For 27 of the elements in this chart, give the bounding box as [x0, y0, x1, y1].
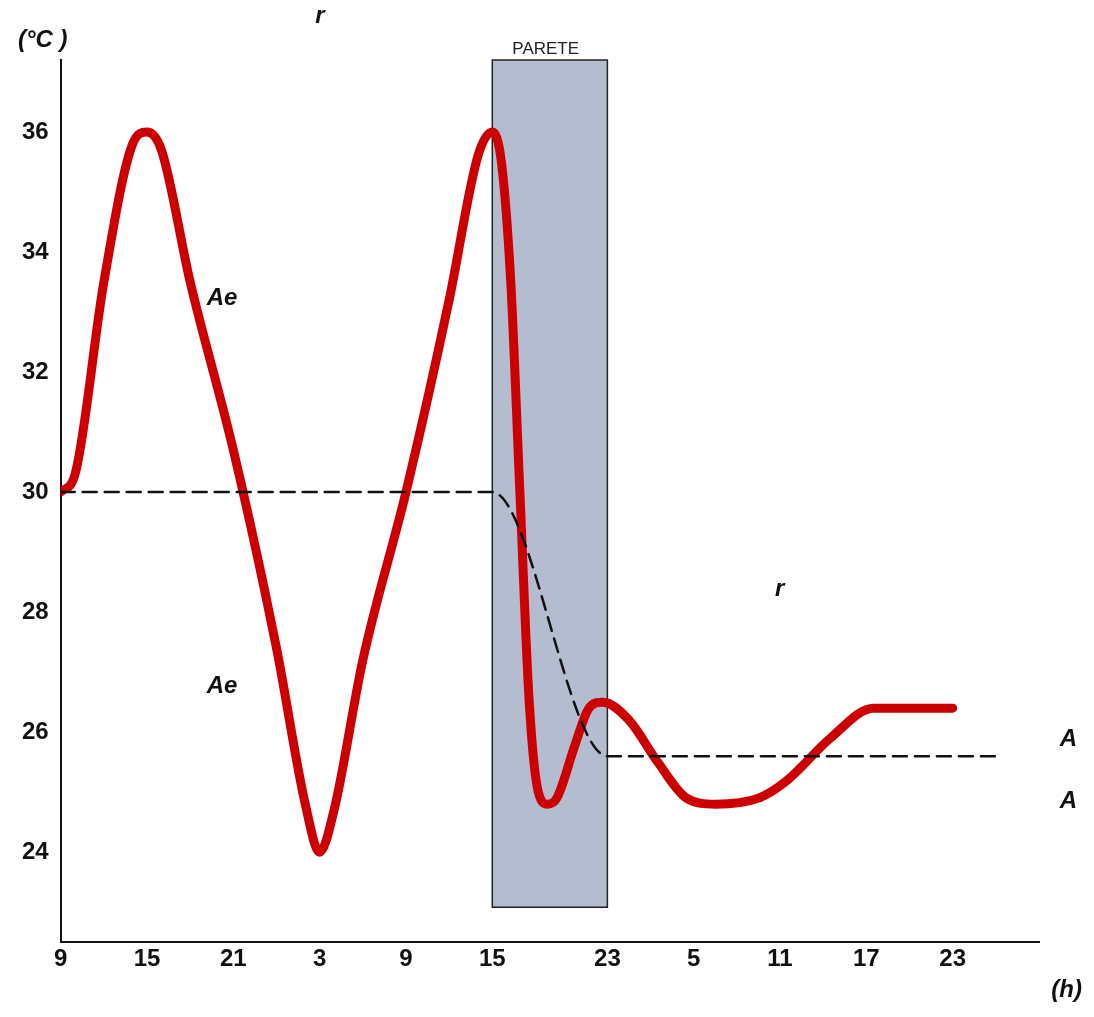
y-tick-label: 32 — [21, 356, 49, 384]
annotation: r — [775, 573, 787, 601]
y-axis-title: (°C ) — [18, 24, 68, 52]
text: r — [315, 0, 327, 28]
x-tick-label: 17 — [853, 944, 880, 972]
x-tick-label: 5 — [687, 944, 701, 972]
band-label: PARETE — [512, 39, 580, 59]
y-tick-label: 30 — [21, 476, 49, 504]
x-tick-label: 23 — [594, 944, 621, 972]
y-tick-label: 24 — [21, 836, 50, 864]
text: A — [1058, 723, 1078, 751]
x-tick-label: 11 — [767, 944, 793, 972]
y-tick-label: 36 — [21, 116, 49, 144]
x-tick-label: 15 — [133, 944, 161, 972]
x-tick-label: 9 — [54, 944, 68, 972]
annotation: Ae — [205, 670, 238, 698]
x-axis-title: (h) — [1051, 974, 1082, 1002]
x-tick-label: 23 — [939, 944, 967, 972]
annotation: Ae — [205, 282, 238, 310]
y-tick-label: 28 — [21, 596, 49, 624]
x-tick-label: 9 — [399, 944, 413, 972]
y-tick-label: 26 — [21, 716, 49, 744]
y-tick-label: 34 — [21, 236, 50, 264]
x-tick-label: 3 — [312, 944, 327, 972]
x-tick-label: 21 — [219, 944, 247, 972]
text: A — [1058, 785, 1078, 813]
x-tick-label: 15 — [478, 944, 506, 972]
